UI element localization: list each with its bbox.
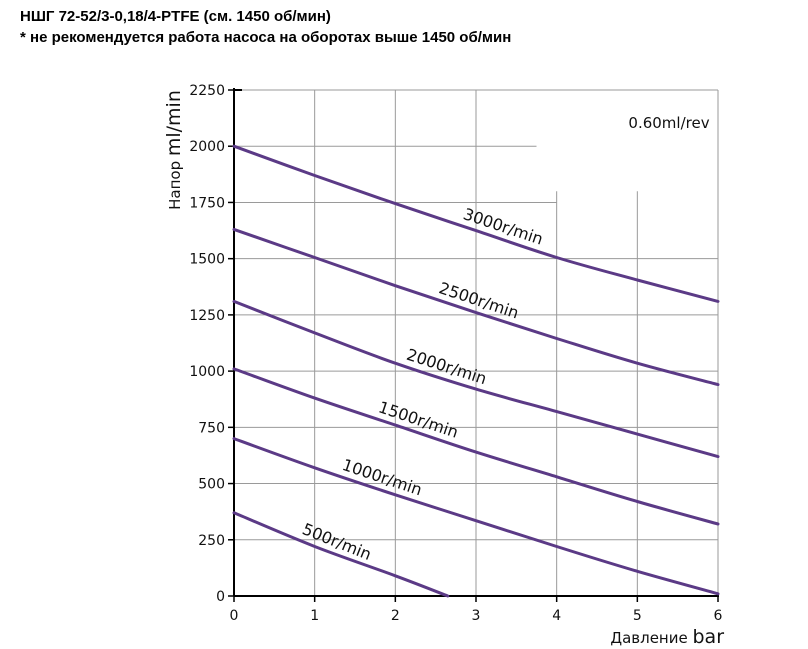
y-tick-label: 1000 [189,364,225,380]
x-axis-label: Давление bar [610,626,724,648]
y-tick-label: 250 [198,533,225,549]
y-tick-label: 750 [198,420,225,436]
page-note: * не рекомендуется работа насоса на обор… [20,29,512,46]
y-tick-label: 2000 [189,139,225,155]
rev-annotation: 0.60ml/rev [628,114,709,132]
y-axis-label: Напор ml/min [163,90,185,210]
series-line [232,437,720,596]
header: НШГ 72-52/3-0,18/4-PTFE (см. 1450 об/мин… [20,6,511,48]
x-tick-label: 6 [714,608,723,624]
y-tick-label: 1500 [189,252,225,268]
series-line [232,511,450,598]
x-tick-label: 3 [472,608,481,624]
labels: Давление bar Напор ml/min 0.60ml/rev 3000r/… [163,90,724,648]
series-label: 3000r/min [461,204,546,248]
y-tick-label: 1250 [189,308,225,324]
series-line [232,367,720,526]
series-label: 500r/min [300,519,375,564]
series-label: 1000r/min [340,455,425,499]
series-label: 2500r/min [437,278,522,322]
series-line [232,144,720,303]
axes: 0 1 2 3 4 5 6 0 250 500 750 1000 1250 1500 1750 2000 225… [189,83,722,624]
x-tick-label: 4 [552,608,561,624]
y-tick-label: 0 [216,589,225,605]
y-tick-label: 500 [198,477,225,493]
y-tick-label: 1750 [189,195,225,211]
series [232,144,720,598]
x-tick-label: 1 [310,608,319,624]
x-tick-label: 2 [391,608,400,624]
series-label: 1500r/min [376,397,461,441]
x-tick-label: 0 [230,608,239,624]
y-tick-label: 2250 [189,83,225,99]
x-tick-label: 5 [633,608,642,624]
grid [234,89,719,596]
page-title: НШГ 72-52/3-0,18/4-PTFE (см. 1450 об/мин… [20,8,331,25]
series-line [232,227,720,387]
series-line [232,299,720,459]
